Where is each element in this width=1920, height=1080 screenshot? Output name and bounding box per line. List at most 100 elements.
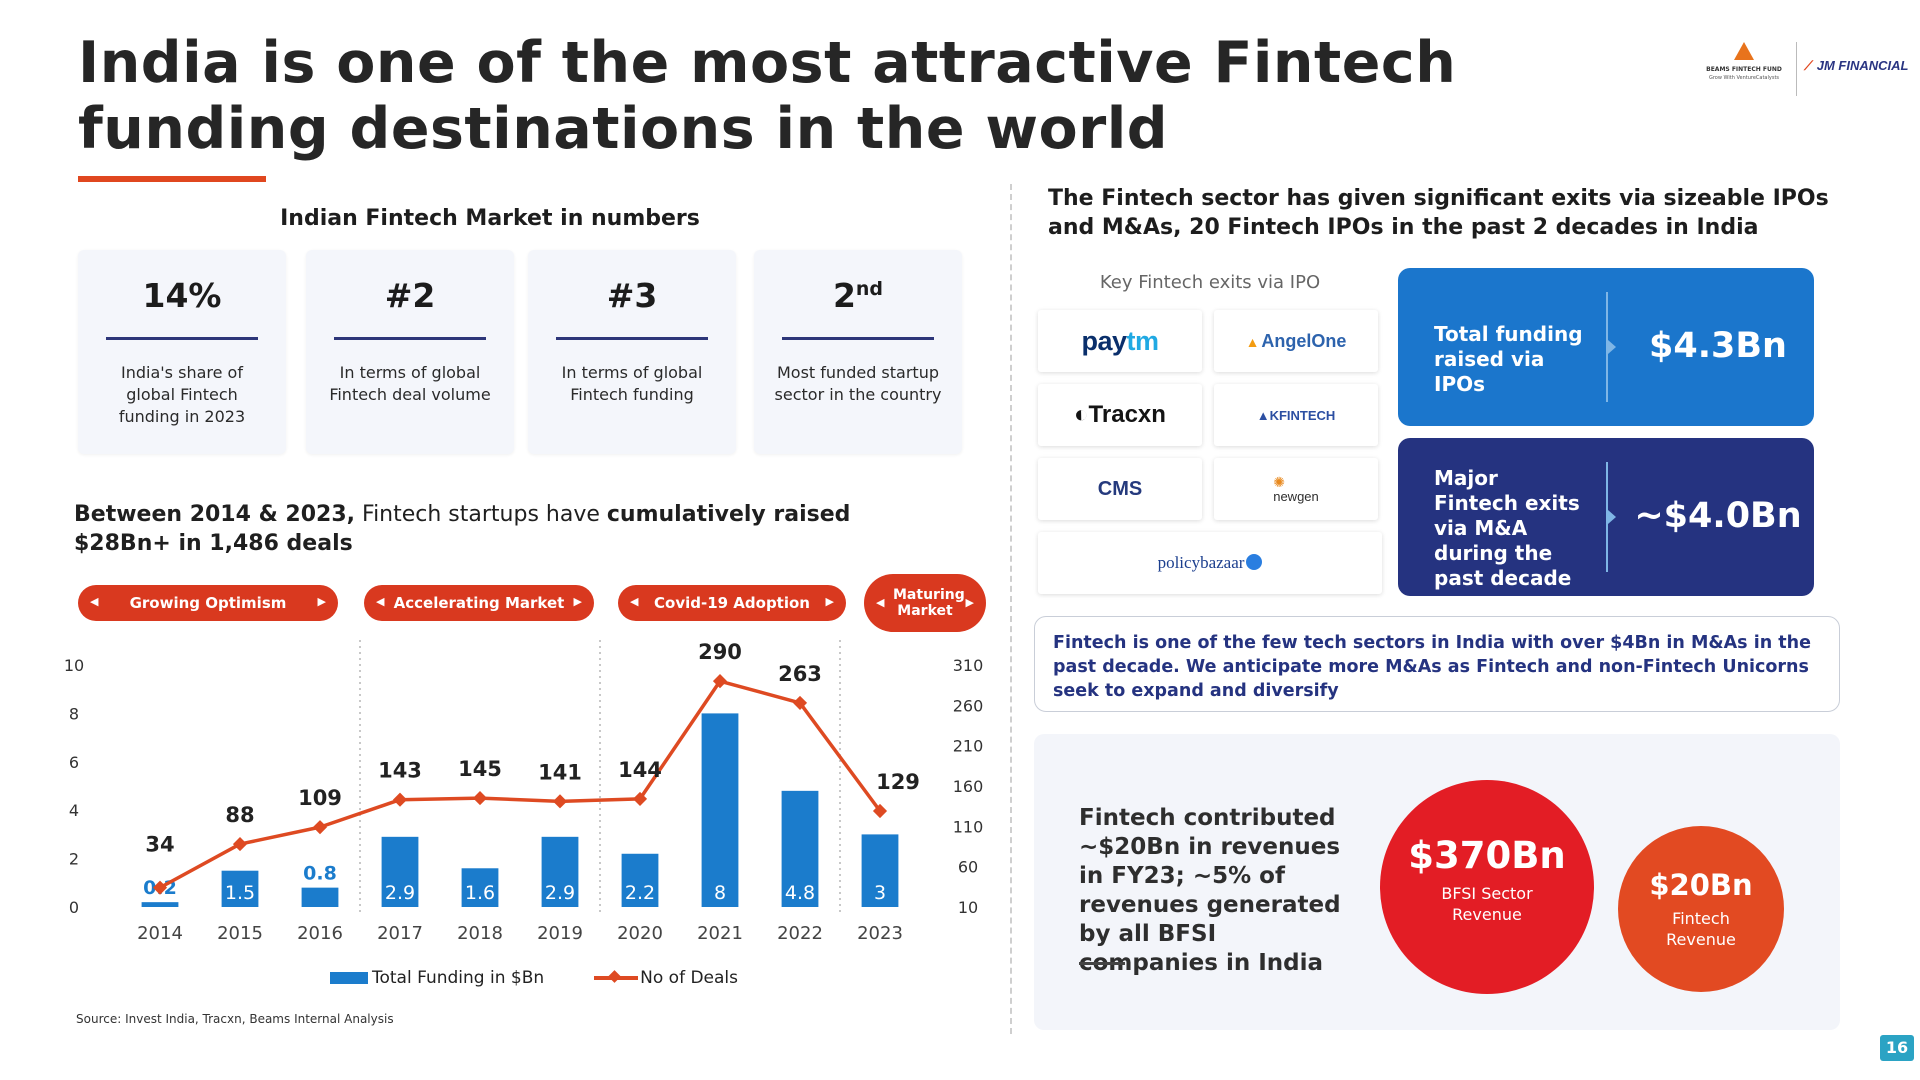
deals-line: [159, 679, 882, 890]
funding-data-label: 3: [874, 882, 886, 904]
fintech-revenue-circle: $20Bn Fintech Revenue: [1618, 826, 1784, 992]
deals-data-label: 34: [145, 833, 174, 857]
logo-divider: [1796, 42, 1797, 96]
deals-marker: [872, 803, 888, 819]
deals-data-label: 145: [458, 757, 502, 781]
funding-data-label: 2.2: [625, 882, 655, 904]
kfintech-wordmark: ▲KFINTECH: [1256, 407, 1336, 423]
cms-wordmark: CMS: [1097, 477, 1143, 500]
y-right-tick-label: 10: [958, 898, 978, 917]
deals-marker: [392, 792, 408, 807]
policybazaar-circle-icon: [1246, 554, 1263, 570]
funding-deals-chart: 024681010601101602102603100.21.50.82.91.…: [64, 640, 984, 944]
exits-heading: The Fintech sector has given significant…: [1048, 186, 1829, 240]
stat-card-funded-sector: 2nd Most funded startup sector in the co…: [754, 250, 962, 454]
policybazaar-logo: policybazaar: [1038, 532, 1382, 594]
x-tick-label: 2022: [777, 923, 823, 944]
cumulative-funding-summary: Between 2014 & 2023, Fintech startups ha…: [74, 500, 914, 558]
funding-data-label: 2.9: [385, 882, 415, 904]
deals-data-label: 129: [876, 770, 920, 794]
stat-rule: [556, 337, 708, 340]
deals-marker: [232, 837, 248, 852]
x-tick-label: 2014: [137, 923, 183, 944]
deals-data-label: 263: [778, 662, 822, 686]
stat-description: India's share of global Fintech funding …: [118, 363, 246, 426]
tracxn-circle-icon: ◐: [1074, 401, 1089, 428]
card-separator: [1606, 292, 1608, 402]
angelone-triangle-icon: ▲: [1245, 333, 1260, 350]
chevron-right-icon: ▶: [317, 595, 326, 608]
deals-marker: [792, 695, 808, 710]
market-numbers-heading: Indian Fintech Market in numbers: [280, 206, 700, 231]
stat-value: #2: [384, 276, 436, 315]
source-note: Source: Invest India, Tracxn, Beams Inte…: [76, 1012, 394, 1026]
ma-card-value: ~$4.0Bn: [1634, 496, 1802, 536]
funding-bar: [141, 902, 179, 907]
brand-logos: BEAMS FINTECH FUND Grow With VentureCata…: [1696, 40, 1910, 100]
x-tick-label: 2021: [697, 923, 743, 944]
stat-description: Most funded startup sector in the countr…: [774, 363, 942, 404]
chevron-left-icon: ◀: [630, 595, 639, 608]
beams-mark-icon: [1734, 42, 1754, 60]
stat-rule: [334, 337, 486, 340]
fintech-revenue-label: Fintech Revenue: [1666, 909, 1736, 949]
title-underline: [78, 176, 266, 182]
deals-marker: [632, 791, 648, 806]
legend-line-swatch: [594, 976, 639, 980]
y-left-tick-label: 4: [69, 801, 79, 820]
chevron-right-icon: ▶: [573, 595, 582, 608]
x-tick-label: 2018: [457, 923, 503, 944]
y-right-tick-label: 210: [953, 737, 984, 756]
funding-bar: [461, 868, 499, 907]
chart-legend: Total Funding in $Bn No of Deals: [330, 968, 738, 988]
summary-lead: Between 2014 & 2023,: [74, 502, 356, 527]
phase-maturing-market: ◀ Maturing Market ▶: [864, 574, 986, 632]
ipo-card-value: $4.3Bn: [1649, 326, 1787, 366]
funding-data-label: 4.8: [785, 882, 815, 904]
stat-rule: [782, 337, 934, 340]
funding-data-label: 2.9: [545, 882, 575, 904]
stat-card-deal-volume: #2 In terms of global Fintech deal volum…: [306, 250, 514, 454]
phase-label: Covid-19 Adoption: [654, 594, 810, 612]
beams-logo-tagline: Grow With VentureCatalysts: [1708, 75, 1780, 81]
newgen-sun-icon: ✺: [1273, 473, 1285, 490]
deals-data-label: 141: [538, 760, 582, 784]
card-separator: [1606, 462, 1608, 572]
funding-bar: [781, 790, 819, 907]
x-tick-label: 2023: [857, 923, 903, 944]
chevron-left-icon: ◀: [376, 595, 385, 608]
funding-bar: [221, 870, 259, 907]
ipo-card-label: Total funding raised via IPOs: [1434, 322, 1583, 396]
funding-data-label: 8: [714, 882, 726, 904]
funding-bar: [301, 887, 339, 907]
funding-bar: [621, 853, 659, 907]
bfsi-revenue-circle: $370Bn BFSI Sector Revenue: [1380, 780, 1594, 994]
legend-bar-swatch: [330, 972, 368, 984]
ma-card-label: Major Fintech exits via M&A during the p…: [1434, 466, 1580, 590]
stat-value: 2nd: [832, 276, 884, 315]
revenue-panel: Fintech contributed ~$20Bn in revenues i…: [1034, 734, 1840, 1030]
phase-label: Growing Optimism: [129, 594, 287, 612]
funding-data-label: 0.8: [303, 863, 337, 885]
angelone-logo: ▲ AngelOne: [1214, 310, 1378, 372]
funding-data-label: 1.5: [225, 882, 255, 904]
paytm-wordmark: paytm: [1081, 325, 1159, 356]
column-divider: [1010, 184, 1012, 1034]
funding-data-label: 1.6: [465, 882, 495, 904]
angelone-wordmark: ▲ AngelOne: [1245, 330, 1347, 351]
kfintech-logo: ▲KFINTECH: [1214, 384, 1378, 446]
ma-exits-card: Major Fintech exits via M&A during the p…: [1398, 438, 1814, 596]
chevron-left-icon: ◀: [90, 595, 99, 608]
legend-deals-label: No of Deals: [640, 968, 739, 988]
newgen-logo: ✺ newgen: [1214, 458, 1378, 520]
ma-outlook-note: Fintech is one of the few tech sectors i…: [1034, 616, 1840, 712]
ipo-exits-label: Key Fintech exits via IPO: [1099, 272, 1321, 293]
jm-financial-logo: ⟋ JM FINANCIAL: [1804, 58, 1908, 74]
x-tick-label: 2020: [617, 923, 663, 944]
x-tick-label: 2019: [537, 923, 583, 944]
stat-card-funding-rank: #3 In terms of global Fintech funding: [528, 250, 736, 454]
x-tick-label: 2015: [217, 923, 263, 944]
deals-data-label: 290: [698, 640, 742, 664]
deals-data-label: 88: [225, 803, 254, 827]
page-title: India is one of the most attractive Fint…: [78, 30, 1457, 162]
